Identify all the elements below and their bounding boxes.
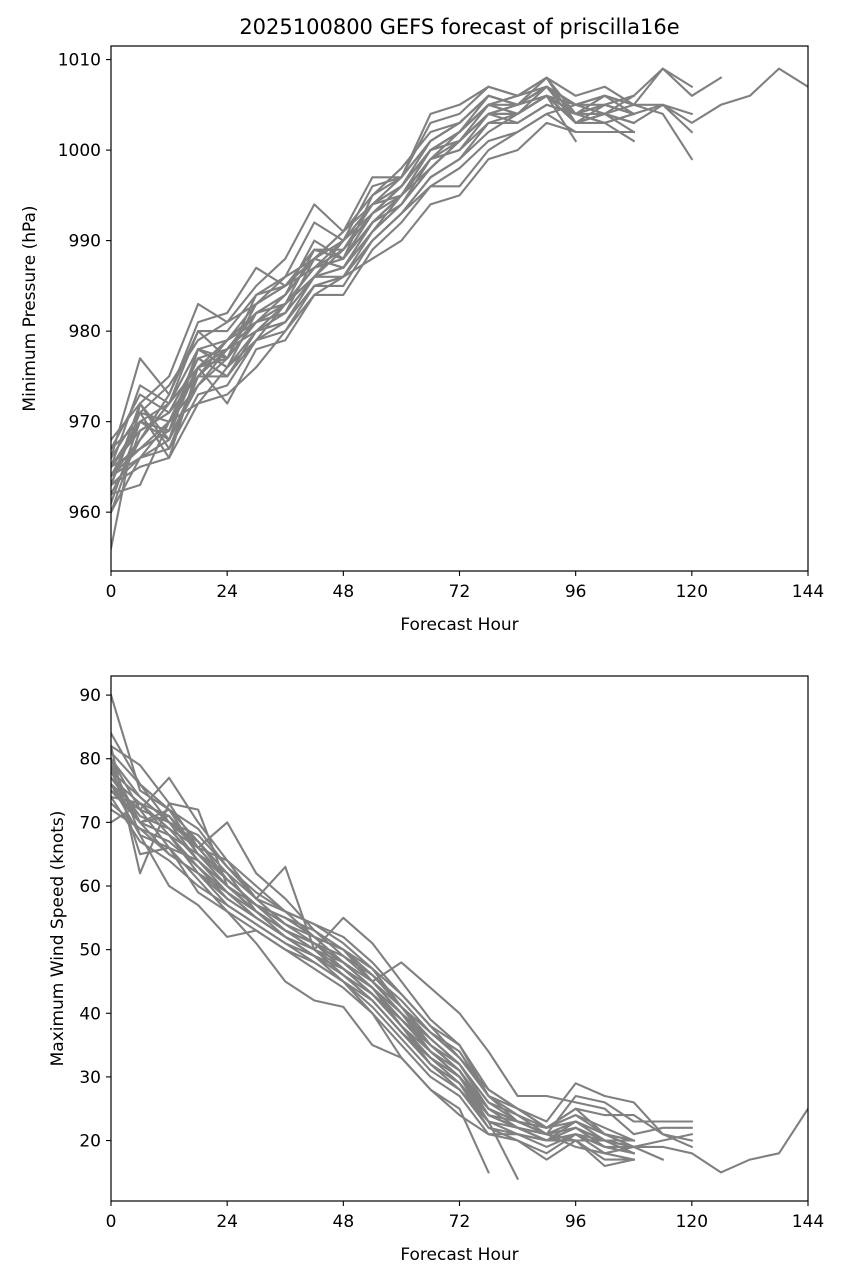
wind-plot: 0 24 48 72 96 120 144 20 30 40 50 60 70 80 90 xyxy=(79,675,824,1232)
wind-series-line-m25 xyxy=(111,802,636,1149)
pressure-series-line-m25 xyxy=(111,85,636,469)
pressure-x-tick-label: 72 xyxy=(449,582,471,602)
wind-series-line-m13 xyxy=(111,763,490,1174)
wind-x-tick-label: 96 xyxy=(565,1212,587,1232)
wind-y-tick-label: 30 xyxy=(79,1068,101,1088)
pressure-x-tick-label: 120 xyxy=(676,582,708,602)
wind-y-tick-label: 80 xyxy=(79,750,101,770)
pressure-x-tick-label: 96 xyxy=(565,582,587,602)
wind-series-line-m11 xyxy=(111,757,635,1161)
chart-title: 2025100800 GEFS forecast of priscilla16e xyxy=(239,15,679,39)
wind-y-tick-label: 90 xyxy=(79,686,101,706)
wind-x-tick-label: 120 xyxy=(676,1212,708,1232)
y-axis-label-wind: Maximum Wind Speed (knots) xyxy=(48,811,68,1067)
pressure-y-tick-label: 1000 xyxy=(58,141,101,161)
wind-x-tick-label: 48 xyxy=(333,1212,355,1232)
wind-series-line-m24 xyxy=(111,770,636,1142)
wind-x-tick-label: 144 xyxy=(792,1212,824,1232)
pressure-x-tick-label: 144 xyxy=(792,582,824,602)
wind-y-tick-label: 40 xyxy=(79,1004,101,1024)
pressure-plot: 0 24 48 72 96 120 144 960 970 980 990 1000 1010 xyxy=(58,45,824,602)
wind-x-tick-label: 72 xyxy=(449,1212,471,1232)
pressure-y-tick-label: 970 xyxy=(69,413,101,433)
pressure-y-tick-label: 990 xyxy=(69,232,101,252)
x-axis-label-pressure: Forecast Hour xyxy=(400,615,518,635)
wind-series-group xyxy=(111,693,808,1181)
wind-x-tick-label: 0 xyxy=(106,1212,117,1232)
wind-x-tick-label: 24 xyxy=(216,1212,238,1232)
wind-y-tick-label: 20 xyxy=(79,1132,101,1152)
pressure-series-group xyxy=(111,67,808,550)
wind-y-tick-label: 50 xyxy=(79,941,101,961)
x-axis-label-wind: Forecast Hour xyxy=(400,1245,518,1265)
y-axis-label-pressure: Minimum Pressure (hPa) xyxy=(20,205,40,411)
wind-series-line-m10 xyxy=(111,795,693,1136)
pressure-series-line-m24 xyxy=(111,94,636,478)
pressure-x-tick-label: 0 xyxy=(106,582,117,602)
pressure-y-tick-label: 980 xyxy=(69,322,101,342)
pressure-x-tick-label: 24 xyxy=(216,582,238,602)
wind-y-tick-label: 60 xyxy=(79,877,101,897)
pressure-y-tick-label: 1010 xyxy=(58,51,101,71)
wind-y-tick-label: 70 xyxy=(79,813,101,833)
pressure-series-line-m22 xyxy=(111,121,635,487)
wind-series-line-m20 xyxy=(111,795,636,1168)
pressure-x-tick-label: 48 xyxy=(333,582,355,602)
pressure-y-tick-label: 960 xyxy=(69,503,101,523)
pressure-series-line-m21 xyxy=(111,112,635,478)
